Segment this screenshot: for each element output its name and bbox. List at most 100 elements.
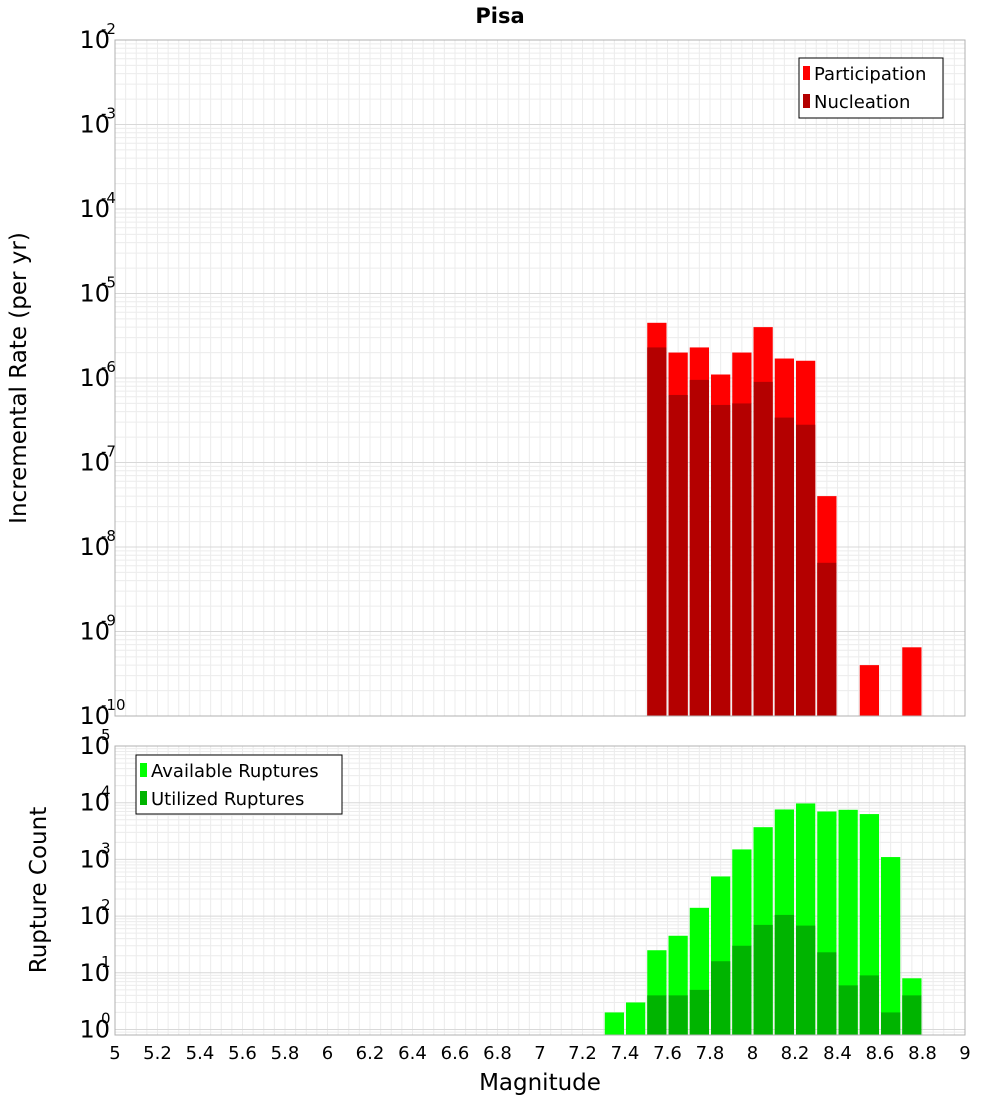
utilized-legend-label: Utilized Ruptures	[151, 789, 304, 810]
utilized-ruptures-bar	[838, 985, 858, 1035]
count-plot-frame	[114, 745, 966, 1036]
rate-y-tick-base: 10	[79, 533, 110, 561]
count-y-axis-label: Rupture Count	[26, 807, 52, 973]
rate-y-tick-exponent: -3	[101, 105, 116, 123]
available-ruptures-bar	[838, 809, 858, 1035]
nucleation-bar	[817, 562, 837, 716]
available-legend-swatch	[140, 763, 147, 777]
count-y-tick-base: 10	[79, 902, 110, 930]
utilized-ruptures-bar	[647, 995, 667, 1035]
count-legend: Available Ruptures Utilized Ruptures	[135, 754, 343, 815]
x-ticks: 5 5.2 5.4 5.6 5.8 6 6.2 6.4 6.6 6.8 7 7.2 7.4 7.6 7.8 8…	[109, 1043, 970, 1064]
nucleation-legend-label: Nucleation	[814, 92, 910, 113]
x-tick-label: 8.2	[781, 1043, 810, 1064]
rate-y-tick-exponent: -8	[101, 527, 116, 545]
x-tick-label: 5	[109, 1043, 120, 1064]
utilized-ruptures-bar	[668, 995, 688, 1035]
rate-y-tick-exponent: -4	[101, 189, 116, 207]
x-tick-label: 8.4	[823, 1043, 852, 1064]
rate-y-tick-base: 10	[79, 195, 110, 223]
x-tick-label: 6.6	[441, 1043, 470, 1064]
rate-y-tick-base: 10	[79, 280, 110, 308]
rate-y-tick-exponent: -5	[101, 274, 116, 292]
available-ruptures-bar	[604, 1012, 624, 1035]
rate-y-tick-exponent: -7	[101, 443, 116, 461]
nucleation-bar	[689, 379, 709, 716]
nucleation-legend-swatch	[803, 94, 810, 108]
utilized-ruptures-bar	[859, 975, 879, 1035]
chart-title: Pisa	[475, 4, 524, 28]
x-tick-label: 7	[534, 1043, 545, 1064]
nucleation-bar	[796, 424, 816, 716]
participation-bar	[859, 665, 879, 716]
count-y-tick-base: 10	[79, 959, 110, 987]
rate-y-tick-base: 10	[79, 111, 110, 139]
x-axis-label: Magnitude	[479, 1070, 601, 1096]
x-tick-label: 8	[747, 1043, 758, 1064]
utilized-ruptures-bar	[881, 1012, 901, 1035]
nucleation-bar	[732, 403, 752, 716]
count-y-tick-base: 10	[79, 789, 110, 817]
count-y-tick-exponent: 5	[101, 726, 111, 744]
utilized-legend-swatch	[140, 791, 147, 805]
x-tick-label: 6	[322, 1043, 333, 1064]
utilized-ruptures-bar	[796, 925, 816, 1035]
rate-plot-grid	[114, 39, 966, 717]
available-legend-label: Available Ruptures	[151, 761, 319, 782]
x-tick-label: 7.4	[611, 1043, 640, 1064]
count-y-tick-exponent: 3	[101, 839, 111, 857]
count-legend-box	[135, 754, 343, 815]
rate-y-tick-base: 10	[79, 26, 110, 54]
rate-plot-frame	[114, 39, 966, 717]
count-y-tick-base: 10	[79, 732, 110, 760]
x-tick-label: 6.4	[398, 1043, 427, 1064]
count-plot-bars	[604, 803, 922, 1035]
nucleation-bar	[647, 347, 667, 716]
participation-legend-label: Participation	[814, 64, 926, 85]
x-tick-label: 8.6	[866, 1043, 895, 1064]
utilized-ruptures-bar	[689, 989, 709, 1035]
count-y-tick-base: 10	[79, 1016, 110, 1044]
count-y-tick-base: 10	[79, 845, 110, 873]
utilized-ruptures-bar	[753, 924, 773, 1035]
rate-y-tick-base: 10	[79, 449, 110, 477]
x-tick-label: 6.2	[356, 1043, 385, 1064]
x-tick-label: 7.6	[653, 1043, 682, 1064]
rate-y-tick-exponent: -6	[101, 358, 116, 376]
nucleation-bar	[711, 404, 731, 716]
x-tick-label: 5.2	[143, 1043, 172, 1064]
utilized-ruptures-bar	[817, 952, 837, 1035]
count-y-tick-exponent: 2	[101, 896, 111, 914]
nucleation-bar	[753, 381, 773, 716]
participation-legend-swatch	[803, 66, 810, 80]
rate-legend-box	[798, 57, 944, 119]
participation-bar	[902, 647, 922, 716]
utilized-ruptures-bar	[732, 945, 752, 1035]
utilized-ruptures-bar	[774, 914, 794, 1035]
x-tick-label: 7.2	[568, 1043, 597, 1064]
x-tick-label: 6.8	[483, 1043, 512, 1064]
count-y-tick-exponent: 4	[101, 783, 111, 801]
nucleation-bar	[774, 417, 794, 716]
utilized-ruptures-bar	[711, 961, 731, 1035]
rate-y-axis-label: Incremental Rate (per yr)	[6, 232, 32, 524]
rate-y-tick-exponent: -9	[101, 612, 116, 630]
x-tick-label: 5.4	[186, 1043, 215, 1064]
utilized-ruptures-bar	[902, 995, 922, 1035]
x-tick-label: 8.8	[908, 1043, 937, 1064]
x-tick-label: 5.6	[228, 1043, 257, 1064]
count-y-tick-exponent: 0	[101, 1010, 111, 1028]
count-y-tick-exponent: 1	[101, 953, 111, 971]
rate-y-tick-exponent: -10	[101, 696, 126, 714]
rate-y-tick-base: 10	[79, 618, 110, 646]
rate-legend: Participation Nucleation	[798, 57, 944, 119]
available-ruptures-bar	[881, 857, 901, 1035]
rate-y-tick-exponent: -2	[101, 20, 116, 38]
rate-y-tick-base: 10	[79, 702, 110, 730]
nucleation-bar	[668, 394, 688, 716]
